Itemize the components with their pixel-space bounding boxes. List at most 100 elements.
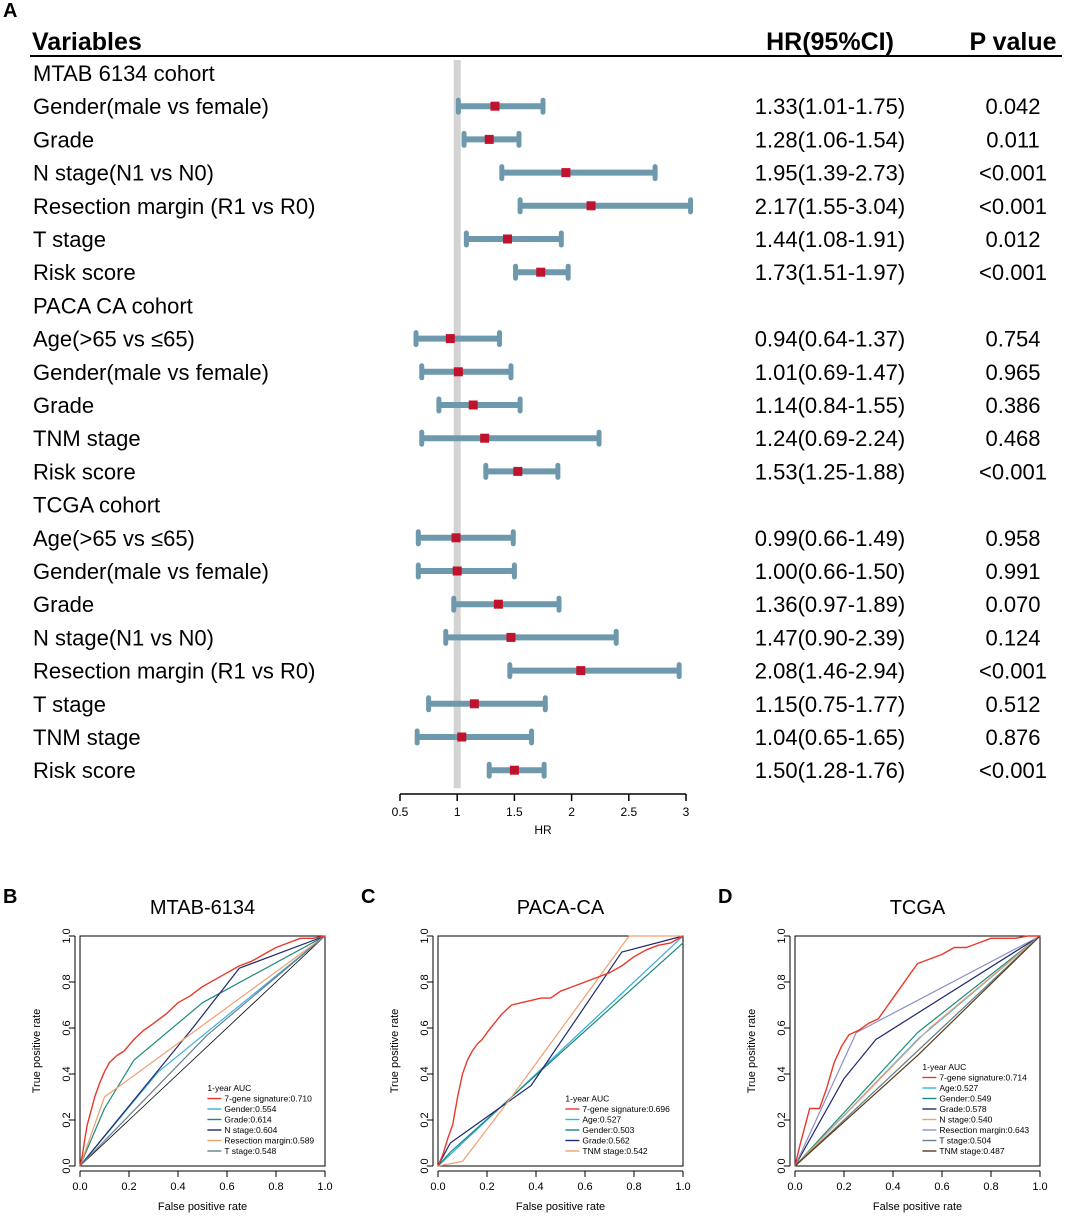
p-value: 0.965 — [985, 360, 1040, 385]
x-tick-label: 0.0 — [430, 1181, 445, 1193]
p-value: <0.001 — [979, 194, 1047, 219]
x-tick-label: 0.4 — [885, 1181, 900, 1193]
hr-ci-value: 1.00(0.66-1.50) — [755, 559, 905, 584]
hr-point — [506, 632, 516, 642]
panel-c-letter: C — [361, 886, 376, 908]
p-value: 0.386 — [985, 393, 1040, 418]
x-tick-label: 1.0 — [1032, 1181, 1047, 1193]
x-tick-label: 0.8 — [983, 1181, 998, 1193]
cohort-label: PACA CA cohort — [33, 293, 193, 318]
hr-point — [586, 201, 596, 211]
x-axis-label: False positive rate — [158, 1201, 247, 1213]
p-value: 0.042 — [985, 94, 1040, 119]
hr-ci-value: 1.24(0.69-2.24) — [755, 426, 905, 451]
y-tick-label: 1.0 — [61, 928, 73, 943]
x-axis-label: False positive rate — [516, 1201, 605, 1213]
hr-point — [480, 433, 490, 443]
hr-point — [576, 666, 586, 676]
legend-entry: Gender:0.554 — [224, 1104, 276, 1114]
roc-curve-variable — [794, 935, 1041, 1167]
roc-curve-signature — [437, 935, 684, 1167]
hr-ci-value: 1.95(1.39-2.73) — [755, 161, 905, 186]
x-tick-label: 0.2 — [479, 1181, 494, 1193]
x-tick-label: 0.8 — [626, 1181, 641, 1193]
y-axis-label: True positive rate — [31, 1009, 43, 1094]
hr-ci-value: 0.94(0.64-1.37) — [755, 327, 905, 352]
x-tick-label: 0.5 — [392, 805, 409, 819]
p-value: 0.512 — [985, 692, 1040, 717]
roc-curve-variable — [794, 935, 1041, 1167]
panel-d-letter: D — [718, 886, 733, 908]
variable-label: Age(>65 vs ≤65) — [33, 526, 195, 551]
p-value: 0.468 — [985, 426, 1040, 451]
panel-a-letter: A — [3, 0, 18, 22]
x-tick-label: 0.0 — [787, 1181, 802, 1193]
legend-entry: Grade:0.614 — [224, 1115, 272, 1125]
header-variables: Variables — [32, 28, 142, 56]
y-tick-label: 0.0 — [419, 1158, 431, 1173]
p-value: <0.001 — [979, 161, 1047, 186]
variable-label: TNM stage — [33, 725, 141, 750]
y-tick-label: 1.0 — [419, 928, 431, 943]
variable-label: Grade — [33, 393, 94, 418]
hr-point — [452, 566, 462, 576]
y-tick-label: 0.4 — [419, 1066, 431, 1081]
x-tick-label: 3 — [683, 805, 690, 819]
variable-label: Resection margin (R1 vs R0) — [33, 659, 315, 684]
hr-ci-value: 2.17(1.55-3.04) — [755, 194, 905, 219]
roc-curve-variable — [794, 935, 1041, 1167]
legend-entry: 7-gene signature:0.714 — [939, 1073, 1027, 1083]
roc-curve-variable — [79, 935, 326, 1167]
header-p-value: P value — [969, 28, 1056, 56]
y-axis-label: True positive rate — [746, 1009, 758, 1094]
hr-point — [493, 599, 503, 609]
roc-chart-tcga: TCGA 0.0 0.0 0.2 0.2 0.4 0.4 0.6 0.6 0.8 0.8 1.0 1.0… — [746, 897, 1048, 1213]
p-value: 0.124 — [985, 625, 1040, 650]
legend-title: 1-year AUC — [565, 1094, 609, 1104]
hr-ci-value: 1.14(0.84-1.55) — [755, 393, 905, 418]
variable-label: TNM stage — [33, 426, 141, 451]
reference-line — [453, 60, 461, 789]
x-tick-label: 1.0 — [317, 1181, 332, 1193]
hr-point — [451, 533, 461, 543]
cohort-label: TCGA cohort — [33, 493, 160, 518]
y-tick-label: 0.6 — [61, 1020, 73, 1035]
x-tick-label: 0.4 — [528, 1181, 543, 1193]
variable-label: Gender(male vs female) — [33, 559, 269, 584]
x-axis-label: False positive rate — [873, 1201, 962, 1213]
roc-curve-variable — [794, 935, 1041, 1167]
hr-point — [484, 134, 494, 144]
hr-point — [509, 765, 519, 775]
roc-chart-paca-ca: PACA-CA 0.0 0.0 0.2 0.2 0.4 0.4 0.6 0.6 0.8 0.8 1.0… — [389, 897, 691, 1213]
roc-curve-signature — [79, 935, 326, 1167]
roc-title: MTAB-6134 — [150, 897, 255, 919]
hr-point — [445, 334, 455, 344]
roc-curve-variable — [79, 935, 326, 1167]
legend-entry: Grade:0.562 — [582, 1136, 630, 1146]
plot-frame — [437, 935, 684, 1167]
variable-label: Resection margin (R1 vs R0) — [33, 194, 315, 219]
p-value: 0.012 — [985, 227, 1040, 252]
y-tick-label: 0.0 — [776, 1158, 788, 1173]
hr-point — [561, 168, 571, 178]
y-tick-label: 1.0 — [776, 928, 788, 943]
p-value: 0.876 — [985, 725, 1040, 750]
plot-frame — [79, 935, 326, 1167]
legend-entry: T stage:0.548 — [224, 1146, 276, 1156]
legend-entry: Gender:0.503 — [582, 1125, 634, 1135]
x-tick-label: 1.0 — [675, 1181, 690, 1193]
roc-curve-signature — [794, 935, 1040, 1167]
p-value: 0.011 — [986, 127, 1039, 152]
p-value: <0.001 — [979, 758, 1047, 783]
variable-label: Gender(male vs female) — [33, 94, 269, 119]
hr-ci-value: 1.15(0.75-1.77) — [755, 692, 905, 717]
variable-label: Grade — [33, 592, 94, 617]
hr-ci-value: 1.73(1.51-1.97) — [755, 260, 905, 285]
p-value: <0.001 — [979, 260, 1047, 285]
legend-entry: Grade:0.578 — [939, 1104, 987, 1114]
legend-entry: N stage:0.604 — [224, 1125, 277, 1135]
hr-ci-value: 0.99(0.66-1.49) — [755, 526, 905, 551]
legend-entry: Resection margin:0.643 — [939, 1125, 1029, 1135]
legend-title: 1-year AUC — [922, 1062, 966, 1072]
variable-label: N stage(N1 vs N0) — [33, 625, 214, 650]
